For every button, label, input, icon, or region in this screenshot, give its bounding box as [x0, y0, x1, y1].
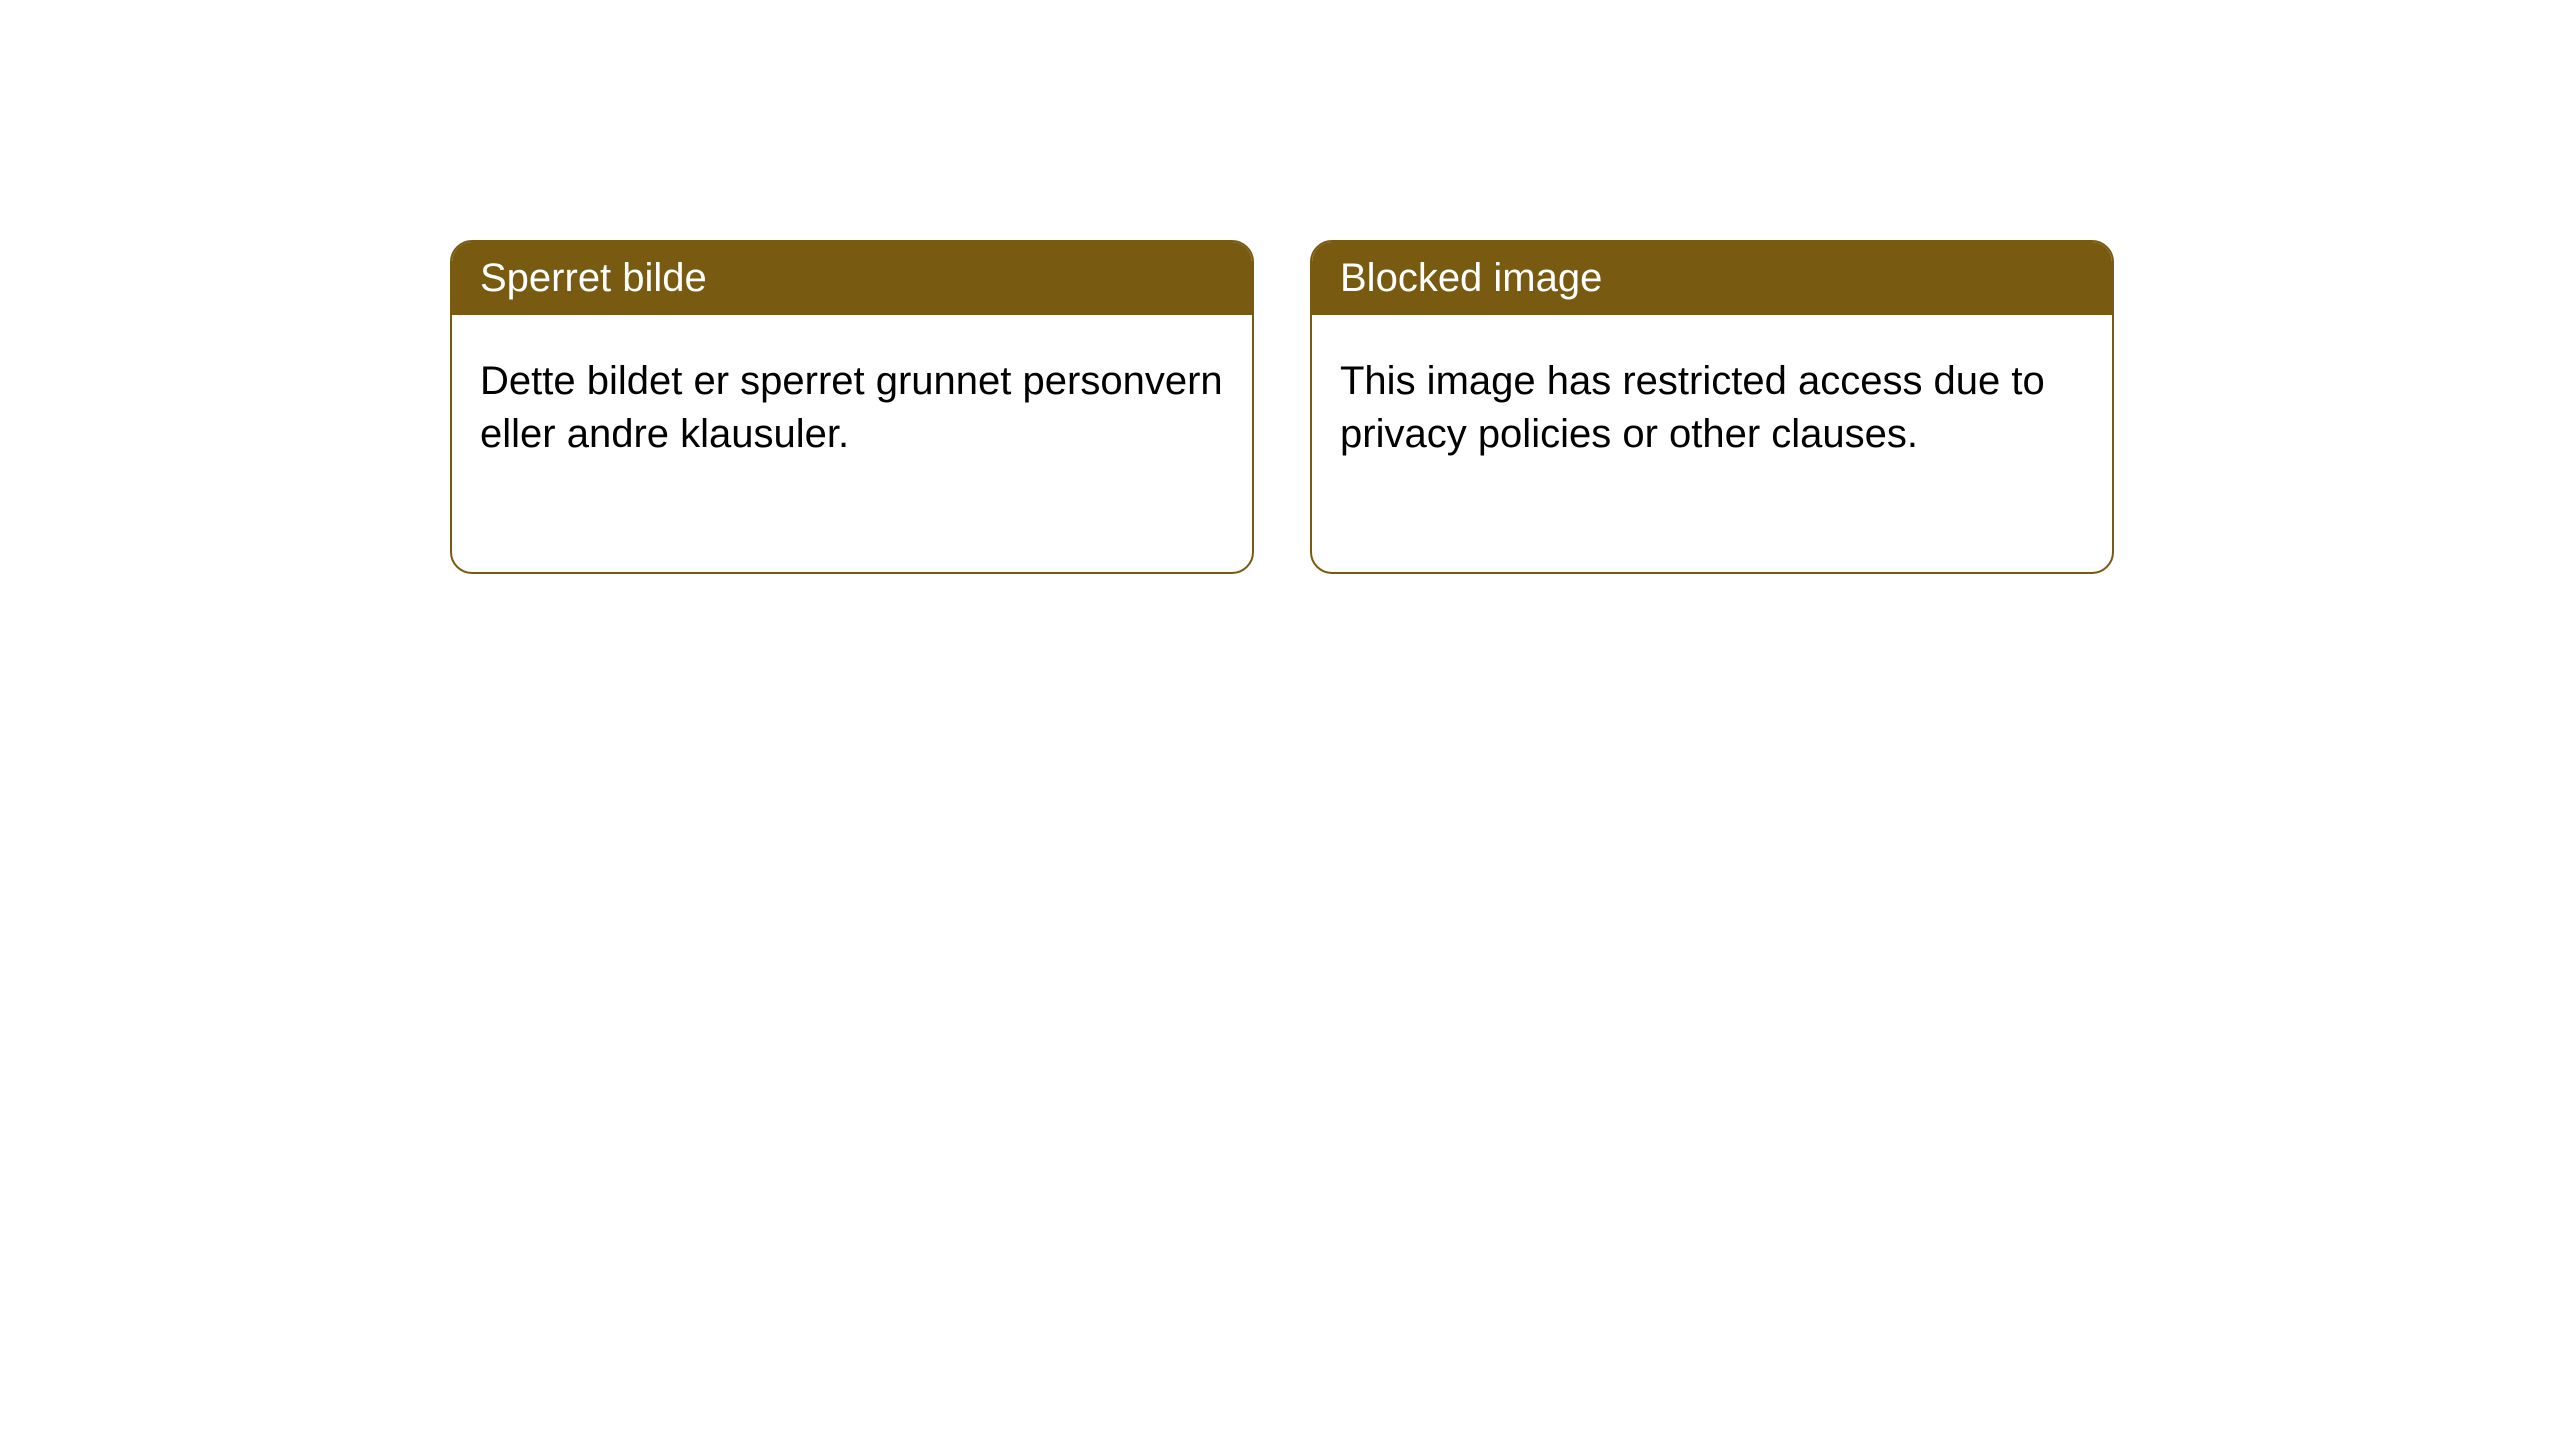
- notice-panel-english: Blocked image This image has restricted …: [1310, 240, 2114, 574]
- panel-title: Blocked image: [1340, 256, 1602, 300]
- notice-panel-norwegian: Sperret bilde Dette bildet er sperret gr…: [450, 240, 1254, 574]
- panel-title: Sperret bilde: [480, 256, 707, 300]
- panel-header: Blocked image: [1312, 242, 2112, 315]
- panel-header: Sperret bilde: [452, 242, 1252, 315]
- panel-message: Dette bildet er sperret grunnet personve…: [480, 359, 1223, 456]
- notice-panels-container: Sperret bilde Dette bildet er sperret gr…: [450, 240, 2560, 574]
- panel-message: This image has restricted access due to …: [1340, 359, 2045, 456]
- panel-body: This image has restricted access due to …: [1312, 315, 2112, 501]
- panel-body: Dette bildet er sperret grunnet personve…: [452, 315, 1252, 501]
